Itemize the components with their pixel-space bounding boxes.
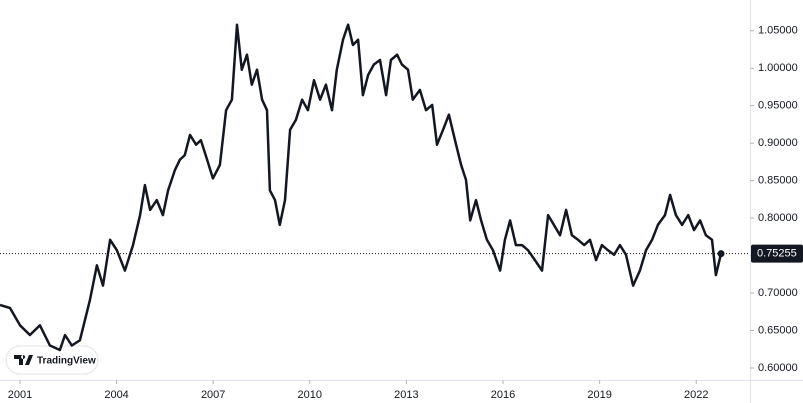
y-tick-label: 0.80000 <box>758 212 798 224</box>
x-tick-label: 2022 <box>684 389 708 401</box>
x-tick-label: 2001 <box>8 389 32 401</box>
watermark-logo <box>14 355 33 365</box>
y-tick-label: 1.05000 <box>758 25 798 37</box>
y-tick-label: 0.95000 <box>758 100 798 112</box>
x-tick-label: 2016 <box>491 389 515 401</box>
y-tick-label: 1.00000 <box>758 62 798 74</box>
x-tick-label: 2004 <box>104 389 128 401</box>
x-tick-label: 2019 <box>587 389 611 401</box>
y-tick-label: 0.60000 <box>758 362 798 374</box>
y-tick-label: 0.90000 <box>758 137 798 149</box>
watermark-text: TradingView <box>37 356 96 367</box>
y-tick-label: 0.65000 <box>758 324 798 336</box>
y-tick-label: 0.70000 <box>758 287 798 299</box>
last-price-box <box>751 244 803 263</box>
x-tick-label: 2010 <box>298 389 322 401</box>
y-tick-label: 0.85000 <box>758 175 798 187</box>
x-tick-label: 2013 <box>394 389 418 401</box>
x-tick-label: 2007 <box>201 389 225 401</box>
last-point <box>717 250 725 258</box>
price-line <box>0 23 723 352</box>
watermark: TradingView <box>5 345 99 375</box>
last-price-label: 0.75255 <box>757 248 797 260</box>
